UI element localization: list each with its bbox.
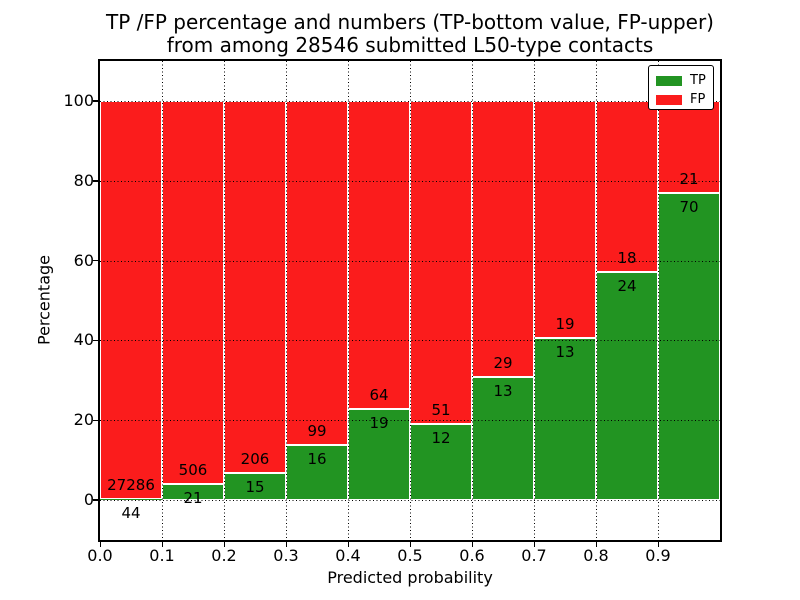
y-axis-tick [93,180,98,182]
fp-count-label: 27286 [107,476,155,495]
bar-fp-segment [162,100,224,485]
tp-count-label: 13 [493,381,513,400]
gridline-horizontal [100,100,720,102]
gridline-horizontal [100,500,720,502]
legend-label-tp: TP [690,73,706,88]
x-tick-label: 0.0 [87,546,113,565]
x-axis-tick [472,542,473,547]
bar-fp-segment [596,100,658,272]
bar-tp-segment [100,499,162,501]
x-axis-tick [100,542,101,547]
tp-count-label: 12 [431,429,451,448]
gridline-horizontal [100,340,720,342]
gridline-horizontal [100,260,720,262]
y-axis-tick [93,100,98,102]
gridline-vertical [472,61,473,540]
chart-title-line1: TP /FP percentage and numbers (TP-bottom… [106,10,714,34]
y-tick-label: 80 [73,170,94,190]
x-tick-label: 0.6 [459,546,485,565]
tp-count-label: 21 [183,489,203,508]
bar-tp-segment [224,472,286,501]
fp-color-swatch [656,94,682,105]
fp-count-label: 29 [493,353,513,372]
gridline-vertical [286,61,287,540]
legend-item-tp: TP [656,71,713,90]
chart-title: TP /FP percentage and numbers (TP-bottom… [100,11,720,57]
fp-count-label: 99 [307,421,327,440]
y-axis-tick [93,259,98,262]
x-axis-tick [224,542,225,547]
y-tick-label: 40 [73,330,94,350]
gridline-vertical [658,61,659,540]
bar-tp-segment [472,376,534,501]
tp-count-label: 15 [245,477,265,496]
y-tick-label: 0 [83,490,94,510]
x-tick-label: 0.7 [521,546,547,565]
tp-color-swatch [656,75,682,86]
gridline-horizontal [100,420,720,422]
bar-fp-segment [224,100,286,473]
bar-fp-segment [534,100,596,338]
tp-count-label: 19 [369,413,389,432]
tp-count-label: 16 [307,449,327,468]
gridline-vertical [162,61,163,540]
bar-tp-segment [596,271,658,501]
gridline-horizontal [100,180,720,182]
y-tick-label: 20 [73,410,94,430]
x-axis-tick [410,542,411,547]
bar-tp-segment [410,424,472,501]
fp-count-label: 506 [178,461,208,480]
gridline-vertical [410,61,411,540]
fp-count-label: 21 [679,170,699,189]
x-tick-label: 0.8 [583,546,609,565]
bar-tp-segment [658,193,720,501]
bar-fp-segment [410,100,472,425]
x-tick-label: 0.4 [335,546,361,565]
x-tick-label: 0.9 [645,546,671,565]
gridline-vertical [534,61,535,540]
y-axis-tick [93,499,98,501]
legend: TP FP [648,65,714,110]
legend-item-fp: FP [656,90,713,109]
plot-area: 27286 44 506 21 206 15 99 16 64 19 51 12 29 13 19 13 18 2… [98,59,722,542]
bar-fp-segment [348,100,410,409]
x-axis-tick [658,542,659,547]
fp-count-label: 206 [240,449,270,468]
y-tick-label: 100 [63,90,94,110]
x-axis-tick [534,542,535,547]
tp-count-label: 70 [679,198,699,217]
fp-count-label: 18 [617,248,637,267]
x-axis-title: Predicted probability [327,568,493,587]
x-axis-tick [348,542,349,547]
bar-tp-segment [534,337,596,501]
gridline-vertical [348,61,349,540]
bar-fp-segment [472,100,534,377]
bar-fp-segment [286,100,348,445]
tp-count-label: 13 [555,342,575,361]
y-axis-tick [93,339,98,342]
fp-count-label: 19 [555,314,575,333]
gridline-vertical [224,61,225,540]
gridline-vertical [596,61,597,540]
fp-count-label: 51 [431,401,451,420]
x-axis-tick [162,542,163,547]
x-axis-tick [286,542,287,547]
chart-title-line2: from among 28546 submitted L50-type cont… [166,33,654,57]
x-tick-label: 0.1 [149,546,175,565]
x-tick-label: 0.3 [273,546,299,565]
legend-label-fp: FP [690,92,706,107]
x-axis-tick [596,542,597,547]
y-axis-tick [93,419,98,421]
bar-fp-segment [658,100,720,194]
tp-count-label: 24 [617,276,637,295]
fp-count-label: 64 [369,385,389,404]
x-tick-label: 0.2 [211,546,237,565]
bar-fp-segment [100,100,162,500]
x-tick-label: 0.5 [397,546,423,565]
tp-count-label: 44 [121,504,141,523]
y-tick-label: 60 [73,250,94,270]
